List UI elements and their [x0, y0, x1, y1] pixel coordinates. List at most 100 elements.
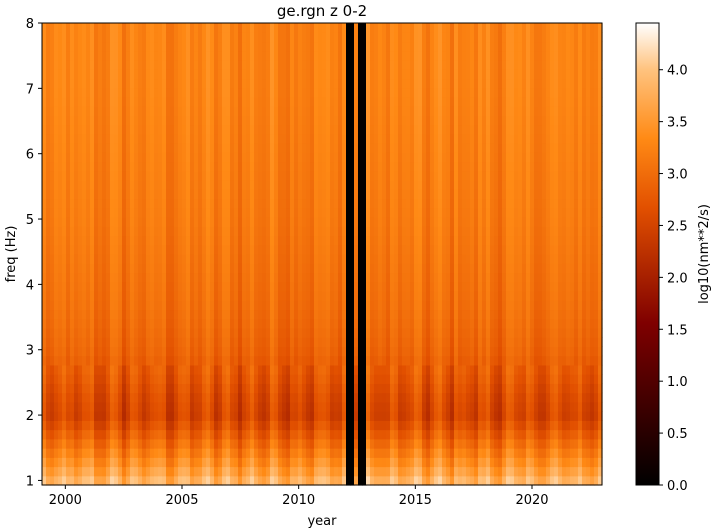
heatmap-cell [438, 272, 443, 283]
heatmap-cell [294, 87, 299, 98]
heatmap-cell [286, 300, 291, 311]
heatmap-cell [62, 457, 67, 468]
heatmap-cell [426, 78, 431, 89]
heatmap-cell [222, 143, 227, 153]
heatmap-cell [214, 309, 219, 320]
heatmap-cell [294, 300, 299, 311]
heatmap-cell [194, 170, 199, 181]
heatmap-cell [262, 106, 267, 116]
heatmap-cell [202, 392, 207, 403]
heatmap-cell [166, 346, 171, 357]
heatmap-cell [78, 50, 83, 61]
heatmap-cell [166, 254, 171, 264]
heatmap-cell [262, 327, 267, 338]
heatmap-cell [174, 392, 179, 403]
heatmap-cell [210, 41, 215, 52]
heatmap-cell [210, 411, 215, 421]
heatmap-cell [138, 180, 143, 190]
heatmap-cell [86, 420, 91, 431]
heatmap-cell [42, 198, 47, 209]
heatmap-cell [142, 300, 147, 311]
heatmap-cell [386, 281, 391, 292]
heatmap-cell [346, 50, 351, 61]
heatmap-cell [390, 23, 395, 33]
heatmap-cell [162, 96, 167, 107]
heatmap-cell [274, 392, 279, 403]
heatmap-cell [102, 23, 107, 33]
heatmap-cell [370, 272, 375, 283]
heatmap-cell [138, 96, 143, 107]
heatmap-cell [154, 457, 159, 468]
heatmap-cell [370, 235, 375, 246]
heatmap-cell [310, 355, 315, 366]
heatmap-cell [214, 133, 219, 144]
heatmap-cell [150, 364, 155, 375]
heatmap-cell [86, 438, 91, 449]
heatmap-cell [358, 448, 363, 458]
heatmap-cell [226, 263, 231, 274]
heatmap-cell [314, 300, 319, 311]
heatmap-cell [378, 466, 383, 477]
heatmap-cell [194, 374, 199, 384]
heatmap-cell [134, 180, 139, 190]
heatmap-cell [126, 87, 131, 98]
heatmap-cell [110, 254, 115, 264]
heatmap-cell [82, 124, 87, 135]
heatmap-cell [198, 272, 203, 283]
heatmap-cell [154, 143, 159, 153]
heatmap-cell [410, 420, 415, 431]
heatmap-cell [414, 364, 419, 375]
heatmap-cell [114, 50, 119, 61]
heatmap-cell [90, 327, 95, 338]
heatmap-cell [274, 318, 279, 329]
heatmap-cell [174, 143, 179, 153]
heatmap-cell [66, 50, 71, 61]
heatmap-cell [422, 32, 427, 43]
heatmap-cell [194, 161, 199, 172]
heatmap-cell [70, 124, 75, 135]
heatmap-cell [426, 272, 431, 283]
heatmap-cell [130, 217, 135, 227]
heatmap-cell [378, 189, 383, 200]
heatmap-cell [78, 272, 83, 283]
heatmap-cell [82, 254, 87, 264]
heatmap-cell [222, 438, 227, 449]
heatmap-cell [398, 300, 403, 311]
heatmap-cell [254, 115, 259, 126]
heatmap-cell [266, 457, 271, 468]
heatmap-cell [250, 337, 255, 347]
heatmap-cell [370, 226, 375, 237]
heatmap-cell [302, 429, 307, 440]
heatmap-cell [86, 327, 91, 338]
heatmap-cell [82, 318, 87, 329]
heatmap-cell [218, 374, 223, 384]
heatmap-cell [78, 226, 83, 237]
heatmap-cell [238, 41, 243, 52]
heatmap-cell [346, 327, 351, 338]
heatmap-cell [366, 207, 371, 218]
heatmap-cell [322, 115, 327, 126]
heatmap-cell [190, 327, 195, 338]
heatmap-cell [138, 226, 143, 237]
heatmap-cell [410, 401, 415, 412]
heatmap-cell [374, 143, 379, 153]
heatmap-cell [182, 475, 187, 486]
heatmap-cell [246, 143, 251, 153]
heatmap-cell [98, 41, 103, 52]
heatmap-cell [182, 161, 187, 172]
heatmap-cell [210, 401, 215, 412]
heatmap-cell [286, 420, 291, 431]
heatmap-cell [190, 217, 195, 227]
heatmap-cell [210, 152, 215, 163]
heatmap-cell [358, 346, 363, 357]
heatmap-cell [246, 300, 251, 311]
heatmap-cell [330, 87, 335, 98]
heatmap-cell [358, 106, 363, 116]
heatmap-cell [74, 207, 79, 218]
heatmap-cell [58, 235, 63, 246]
heatmap-cell [134, 254, 139, 264]
heatmap-cell [166, 281, 171, 292]
heatmap-cell [310, 115, 315, 126]
heatmap-cell [114, 420, 119, 431]
heatmap-cell [82, 281, 87, 292]
